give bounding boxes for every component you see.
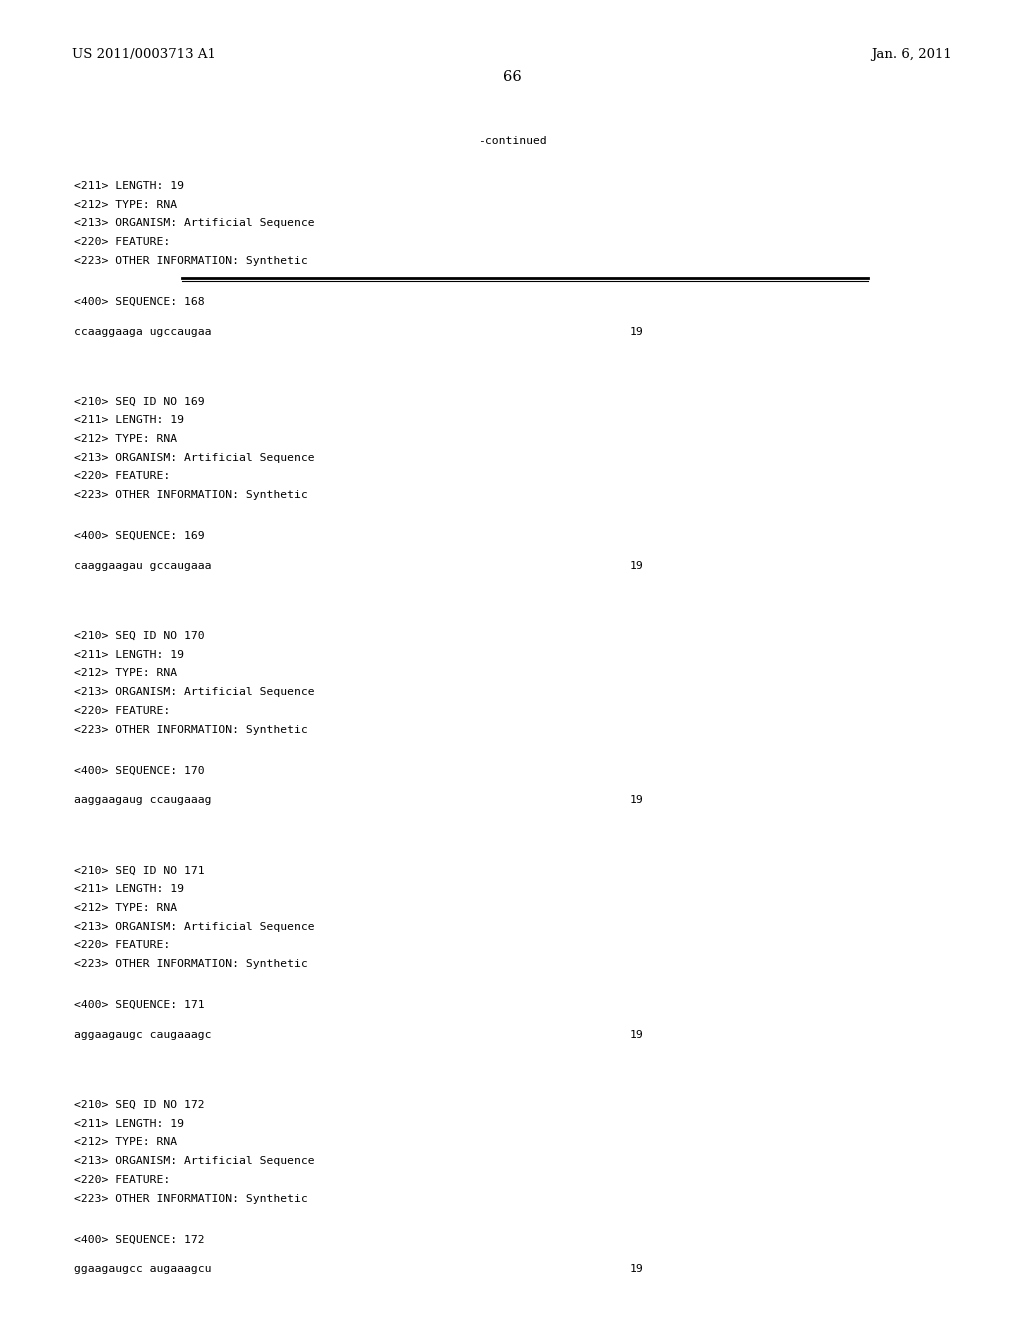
Text: <400> SEQUENCE: 169: <400> SEQUENCE: 169: [74, 531, 205, 541]
Text: <223> OTHER INFORMATION: Synthetic: <223> OTHER INFORMATION: Synthetic: [74, 725, 307, 735]
Text: <212> TYPE: RNA: <212> TYPE: RNA: [74, 1138, 177, 1147]
Text: aggaagaugc caugaaagc: aggaagaugc caugaaagc: [74, 1030, 211, 1040]
Text: Jan. 6, 2011: Jan. 6, 2011: [871, 48, 952, 61]
Text: <223> OTHER INFORMATION: Synthetic: <223> OTHER INFORMATION: Synthetic: [74, 960, 307, 969]
Text: <220> FEATURE:: <220> FEATURE:: [74, 706, 170, 715]
Text: <210> SEQ ID NO 172: <210> SEQ ID NO 172: [74, 1100, 205, 1110]
Text: <400> SEQUENCE: 170: <400> SEQUENCE: 170: [74, 766, 205, 776]
Text: ggaagaugcc augaaagcu: ggaagaugcc augaaagcu: [74, 1265, 211, 1274]
Text: <210> SEQ ID NO 171: <210> SEQ ID NO 171: [74, 866, 205, 875]
Text: <213> ORGANISM: Artificial Sequence: <213> ORGANISM: Artificial Sequence: [74, 218, 314, 228]
Text: <210> SEQ ID NO 169: <210> SEQ ID NO 169: [74, 396, 205, 407]
Text: <212> TYPE: RNA: <212> TYPE: RNA: [74, 668, 177, 678]
Text: <213> ORGANISM: Artificial Sequence: <213> ORGANISM: Artificial Sequence: [74, 453, 314, 463]
Text: <213> ORGANISM: Artificial Sequence: <213> ORGANISM: Artificial Sequence: [74, 921, 314, 932]
Text: <211> LENGTH: 19: <211> LENGTH: 19: [74, 181, 183, 191]
Text: -continued: -continued: [477, 136, 547, 147]
Text: 19: 19: [630, 326, 643, 337]
Text: 19: 19: [630, 1265, 643, 1274]
Text: <212> TYPE: RNA: <212> TYPE: RNA: [74, 903, 177, 913]
Text: 66: 66: [503, 70, 521, 84]
Text: <220> FEATURE:: <220> FEATURE:: [74, 238, 170, 247]
Text: aaggaagaug ccaugaaag: aaggaagaug ccaugaaag: [74, 796, 211, 805]
Text: <210> SEQ ID NO 170: <210> SEQ ID NO 170: [74, 631, 205, 642]
Text: <223> OTHER INFORMATION: Synthetic: <223> OTHER INFORMATION: Synthetic: [74, 490, 307, 500]
Text: <213> ORGANISM: Artificial Sequence: <213> ORGANISM: Artificial Sequence: [74, 688, 314, 697]
Text: <211> LENGTH: 19: <211> LENGTH: 19: [74, 416, 183, 425]
Text: <400> SEQUENCE: 172: <400> SEQUENCE: 172: [74, 1234, 205, 1245]
Text: <400> SEQUENCE: 171: <400> SEQUENCE: 171: [74, 1001, 205, 1010]
Text: 19: 19: [630, 1030, 643, 1040]
Text: <220> FEATURE:: <220> FEATURE:: [74, 1175, 170, 1185]
Text: <211> LENGTH: 19: <211> LENGTH: 19: [74, 884, 183, 894]
Text: <212> TYPE: RNA: <212> TYPE: RNA: [74, 199, 177, 210]
Text: ccaaggaaga ugccaugaa: ccaaggaaga ugccaugaa: [74, 326, 211, 337]
Text: caaggaagau gccaugaaa: caaggaagau gccaugaaa: [74, 561, 211, 572]
Text: 19: 19: [630, 796, 643, 805]
Text: <212> TYPE: RNA: <212> TYPE: RNA: [74, 434, 177, 444]
Text: <223> OTHER INFORMATION: Synthetic: <223> OTHER INFORMATION: Synthetic: [74, 256, 307, 265]
Text: <400> SEQUENCE: 168: <400> SEQUENCE: 168: [74, 297, 205, 306]
Text: <213> ORGANISM: Artificial Sequence: <213> ORGANISM: Artificial Sequence: [74, 1156, 314, 1166]
Text: <211> LENGTH: 19: <211> LENGTH: 19: [74, 649, 183, 660]
Text: US 2011/0003713 A1: US 2011/0003713 A1: [72, 48, 216, 61]
Text: <220> FEATURE:: <220> FEATURE:: [74, 471, 170, 482]
Text: 19: 19: [630, 561, 643, 572]
Text: <211> LENGTH: 19: <211> LENGTH: 19: [74, 1118, 183, 1129]
Text: <223> OTHER INFORMATION: Synthetic: <223> OTHER INFORMATION: Synthetic: [74, 1193, 307, 1204]
Text: <220> FEATURE:: <220> FEATURE:: [74, 940, 170, 950]
